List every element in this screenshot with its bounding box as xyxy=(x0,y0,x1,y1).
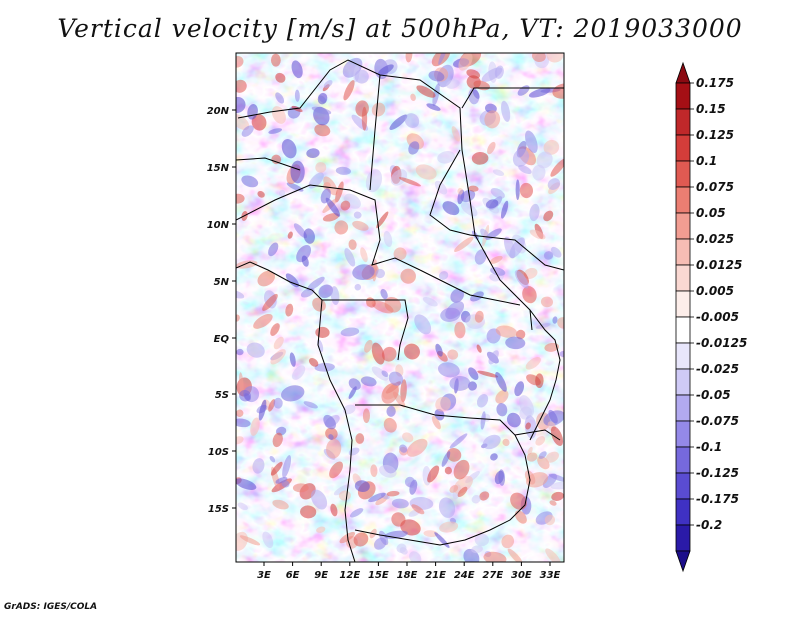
lon-label: 6E xyxy=(286,570,300,581)
colorbar-swatch xyxy=(675,316,691,344)
colorbar-swatch xyxy=(675,290,691,318)
colorbar-label: 0.05 xyxy=(696,206,726,220)
lon-label: 15E xyxy=(368,570,389,581)
lon-label: 21E xyxy=(425,570,446,581)
colorbar-swatch xyxy=(675,368,691,396)
colorbar-swatch xyxy=(675,394,691,422)
colorbar-label: -0.05 xyxy=(696,388,731,402)
colorbar-swatch xyxy=(675,134,691,162)
colorbar-label: 0.005 xyxy=(696,284,734,298)
colorbar: 0.175 0.15 0.125 0.1 0.075 0.05 0.025 0.0125 0.0… xyxy=(675,61,747,573)
grads-credit: GrADS: IGES/COLA xyxy=(4,602,98,612)
latitude-axis: 20N 15N 10N 5N EQ 5S 10S 15S xyxy=(207,106,236,515)
colorbar-label: -0.005 xyxy=(696,310,739,324)
colorbar-label: -0.125 xyxy=(696,466,739,480)
colorbar-label: -0.1 xyxy=(696,440,722,454)
colorbar-label: -0.075 xyxy=(696,414,739,428)
lat-label: 15N xyxy=(207,163,230,174)
lat-label: 15S xyxy=(208,504,229,515)
colorbar-bottom-arrow xyxy=(675,550,691,573)
colorbar-label: 0.175 xyxy=(696,76,734,90)
lon-label: 18E xyxy=(397,570,418,581)
colorbar-label: 0.025 xyxy=(696,232,734,246)
map-frame xyxy=(235,52,565,563)
lon-label: 30E xyxy=(511,570,532,581)
lon-label: 3E xyxy=(257,570,271,581)
lat-label: 20N xyxy=(207,106,230,117)
chart-title: Vertical velocity [m/s] at 500hPa, VT: 2… xyxy=(57,14,743,43)
colorbar-label: 0.125 xyxy=(696,128,734,142)
lon-label: 27E xyxy=(482,570,503,581)
colorbar-swatch xyxy=(675,238,691,266)
lon-label: 33E xyxy=(540,570,561,581)
colorbar-swatch xyxy=(675,420,691,448)
colorbar-label: 0.075 xyxy=(696,180,734,194)
lat-label: EQ xyxy=(214,334,230,345)
vertical-velocity-field xyxy=(236,53,564,562)
colorbar-label: -0.025 xyxy=(696,362,739,376)
colorbar-swatch xyxy=(675,108,691,136)
colorbar-swatch xyxy=(675,212,691,240)
colorbar-swatch xyxy=(675,524,691,552)
lat-label: 5S xyxy=(215,390,229,401)
lat-label: 10N xyxy=(207,220,230,231)
colorbar-label: -0.2 xyxy=(696,518,722,532)
colorbar-label: -0.175 xyxy=(696,492,739,506)
lon-label: 24E xyxy=(454,570,475,581)
colorbar-label: 0.1 xyxy=(696,154,717,168)
colorbar-swatch xyxy=(675,342,691,370)
colorbar-label: 0.15 xyxy=(696,102,726,116)
colorbar-label: -0.0125 xyxy=(696,336,747,350)
colorbar-top-arrow xyxy=(675,61,691,84)
lon-label: 9E xyxy=(314,570,328,581)
country-borders xyxy=(236,59,564,562)
lon-label: 12E xyxy=(339,570,360,581)
colorbar-swatch xyxy=(675,264,691,292)
colorbar-swatch xyxy=(675,82,691,110)
colorbar-swatch xyxy=(675,160,691,188)
lat-label: 10S xyxy=(208,447,229,458)
lat-label: 5N xyxy=(214,277,230,288)
colorbar-swatch xyxy=(675,498,691,526)
longitude-axis: 3E 6E 9E 12E 15E 18E 21E 24E 27E 30E 33E xyxy=(257,562,561,581)
colorbar-label: 0.0125 xyxy=(696,258,742,272)
colorbar-swatch xyxy=(675,186,691,214)
colorbar-swatch xyxy=(675,446,691,474)
colorbar-swatch xyxy=(675,472,691,500)
